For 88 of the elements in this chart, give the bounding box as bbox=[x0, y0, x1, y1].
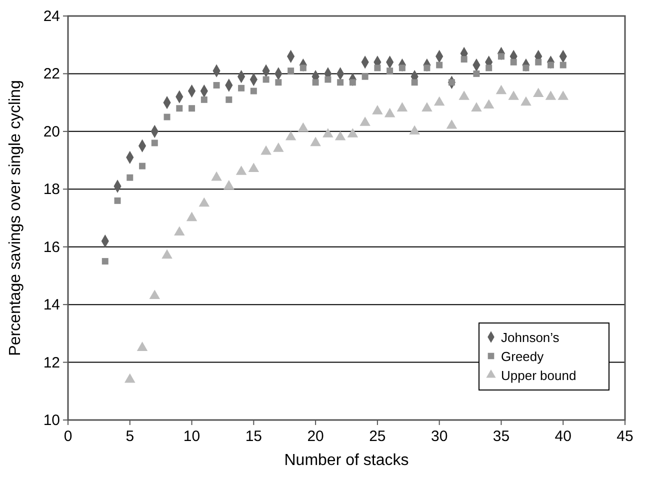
point bbox=[483, 99, 494, 109]
point bbox=[337, 79, 344, 86]
point bbox=[262, 76, 270, 83]
point bbox=[186, 212, 198, 222]
point bbox=[248, 162, 260, 172]
point bbox=[200, 96, 208, 103]
point bbox=[372, 105, 383, 114]
point bbox=[114, 197, 121, 204]
point bbox=[139, 162, 146, 170]
point bbox=[384, 108, 396, 118]
point bbox=[312, 79, 319, 86]
point bbox=[471, 102, 482, 112]
point bbox=[238, 84, 245, 92]
point bbox=[162, 249, 172, 259]
point bbox=[460, 56, 468, 63]
point bbox=[508, 90, 519, 100]
point bbox=[362, 73, 368, 80]
x-tick-label: 5 bbox=[126, 428, 134, 445]
point bbox=[176, 105, 183, 112]
point bbox=[310, 136, 321, 146]
x-tick-label: 45 bbox=[616, 428, 634, 445]
point bbox=[324, 76, 332, 83]
point bbox=[532, 88, 544, 98]
point bbox=[213, 82, 220, 88]
point bbox=[411, 79, 418, 86]
point bbox=[558, 90, 568, 100]
point bbox=[409, 125, 420, 135]
y-axis-title: Percentage savings over single cycling bbox=[7, 80, 24, 356]
x-tick-label: 20 bbox=[307, 428, 324, 445]
x-tick-label: 40 bbox=[554, 428, 572, 445]
point bbox=[273, 142, 284, 152]
point bbox=[535, 58, 542, 66]
x-axis-title: Number of stacks bbox=[284, 452, 409, 469]
point bbox=[386, 68, 394, 74]
point bbox=[250, 88, 257, 94]
legend-label: Upper bound bbox=[501, 368, 576, 383]
point bbox=[188, 105, 196, 112]
point bbox=[396, 102, 408, 112]
point bbox=[224, 180, 234, 190]
point bbox=[347, 128, 358, 138]
point bbox=[434, 96, 445, 106]
point bbox=[486, 64, 492, 72]
y-tick-label: 20 bbox=[43, 123, 60, 140]
y-tick-label: 18 bbox=[43, 181, 60, 198]
x-tick-label: 35 bbox=[492, 428, 510, 445]
point bbox=[322, 128, 334, 138]
point bbox=[560, 62, 566, 68]
point bbox=[510, 58, 517, 66]
y-tick-label: 22 bbox=[43, 66, 60, 83]
point bbox=[473, 70, 480, 77]
legend-label: Johnson’s bbox=[501, 330, 560, 345]
point bbox=[288, 68, 294, 74]
point bbox=[198, 197, 210, 207]
point bbox=[260, 145, 272, 155]
y-tick-label: 24 bbox=[43, 8, 60, 25]
point bbox=[360, 116, 370, 126]
x-tick-label: 15 bbox=[245, 428, 262, 445]
point bbox=[545, 90, 556, 100]
point bbox=[226, 96, 232, 103]
point bbox=[285, 130, 296, 140]
x-tick-label: 25 bbox=[369, 428, 386, 445]
point bbox=[436, 62, 443, 68]
point bbox=[236, 166, 247, 175]
point bbox=[520, 96, 532, 106]
point bbox=[334, 130, 346, 140]
y-tick-label: 12 bbox=[43, 354, 60, 372]
point bbox=[374, 64, 381, 72]
x-tick-label: 0 bbox=[64, 428, 72, 445]
point bbox=[298, 122, 309, 132]
y-tick-label: 10 bbox=[43, 412, 60, 429]
y-tick-label: 16 bbox=[43, 238, 60, 256]
point bbox=[136, 342, 148, 351]
x-tick-label: 10 bbox=[183, 428, 200, 445]
point bbox=[124, 373, 136, 383]
point bbox=[126, 174, 134, 181]
point bbox=[275, 79, 282, 86]
point bbox=[211, 171, 222, 181]
point bbox=[422, 102, 432, 112]
point bbox=[151, 140, 158, 146]
y-tick-label: 14 bbox=[43, 296, 60, 314]
point bbox=[149, 290, 160, 300]
x-tick-label: 30 bbox=[430, 428, 448, 445]
point bbox=[174, 226, 185, 236]
point bbox=[446, 119, 458, 129]
point bbox=[458, 90, 470, 100]
point bbox=[496, 84, 507, 94]
point bbox=[164, 114, 170, 120]
legend-label: Greedy bbox=[501, 349, 544, 364]
